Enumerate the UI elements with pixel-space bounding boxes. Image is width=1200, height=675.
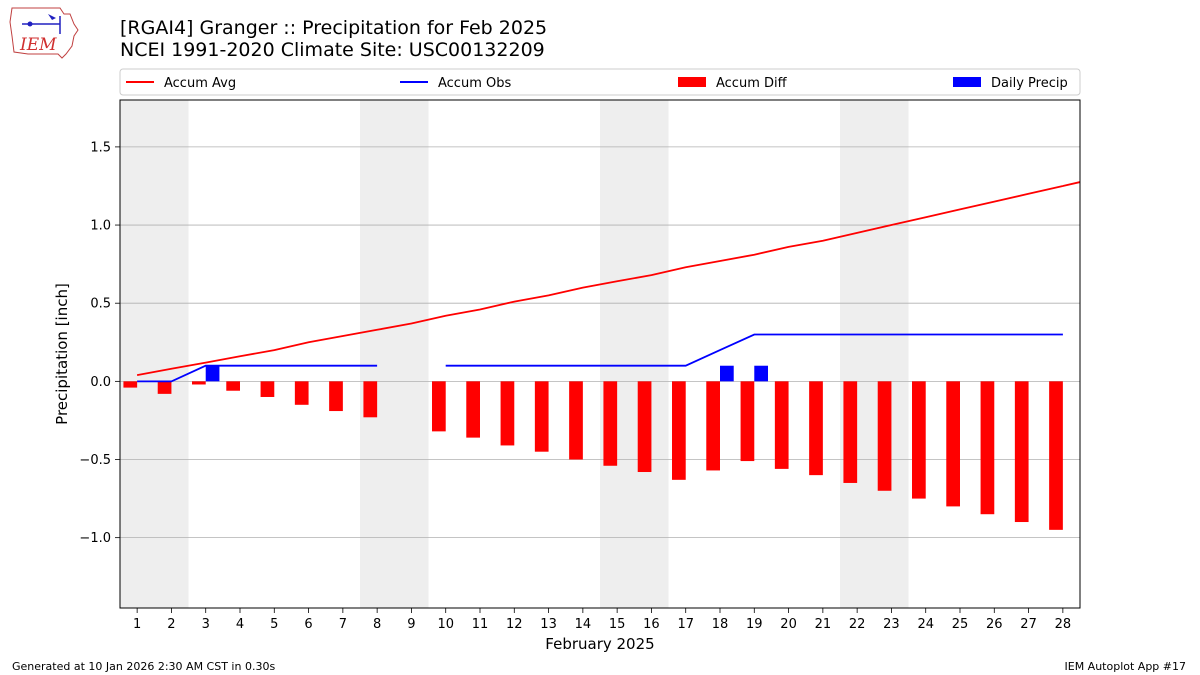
legend-label-4: Daily Precip [991, 76, 1068, 91]
legend: Accum Avg Accum Obs Accum Diff Daily Precip [119, 68, 1081, 96]
x-tick-label: 11 [472, 617, 489, 632]
logo-text: IEM [19, 35, 57, 55]
accum-diff-bar-26 [980, 381, 995, 515]
x-tick-label: 24 [917, 617, 934, 632]
accum-diff-bar-16 [637, 381, 652, 473]
accum-diff-bar-2 [157, 381, 172, 394]
x-tick-label: 3 [202, 617, 210, 632]
accum-diff-bar-25 [946, 381, 960, 507]
accum-obs-line-segment-1 [137, 364, 378, 383]
x-tick-label: 25 [952, 617, 969, 632]
x-tick-label: 8 [373, 617, 381, 632]
legend-label-1: Accum Avg [164, 76, 236, 91]
weekend-shade-1 [120, 100, 189, 608]
y-tick-label: 1.5 [90, 140, 111, 155]
accum-diff-bar-5 [260, 381, 275, 397]
x-tick-label: 18 [712, 617, 729, 632]
x-tick-label: 28 [1055, 617, 1072, 632]
y-axis-label: Precipitation [inch] [53, 283, 71, 425]
x-tick-label: 13 [540, 617, 557, 632]
accum-avg-line-extension [1062, 181, 1081, 187]
accum-diff-bar-28 [1049, 381, 1063, 530]
x-tick-label: 4 [236, 617, 244, 632]
accum-diff-bar-18 [706, 381, 720, 471]
daily-precip-bar-3 [205, 365, 220, 382]
accum-diff-bar-8 [363, 381, 378, 418]
accum-diff-bar-21 [809, 381, 823, 476]
y-tick-label: −1.0 [79, 531, 111, 546]
legend-swatch-3 [678, 77, 706, 87]
x-tick-label: 16 [643, 617, 660, 632]
accum-diff-bar-17 [672, 381, 686, 480]
accum-diff-bar-12 [500, 381, 515, 446]
accum-obs-line-segment-2 [445, 333, 1063, 367]
legend-label-3: Accum Diff [716, 76, 788, 91]
accum-diff-bar-20 [774, 381, 789, 469]
accum-diff-bar-15 [603, 381, 618, 466]
x-tick-label: 27 [1020, 617, 1037, 632]
accum-diff-bar-24 [912, 381, 926, 499]
y-tick-label: 0.5 [90, 297, 111, 312]
accum-diff-bar-10 [432, 381, 446, 432]
x-tick-label: 17 [677, 617, 694, 632]
footer-generated: Generated at 10 Jan 2026 2:30 AM CST in … [12, 660, 276, 673]
accum-diff-bar-1 [123, 381, 138, 388]
x-tick-label: 10 [437, 617, 454, 632]
daily-precip-bar-18 [720, 365, 734, 382]
accum-avg-line-segment-1 [136, 185, 1064, 376]
x-tick-label: 15 [609, 617, 626, 632]
accum-diff-bar-3 [192, 381, 206, 385]
y-tick-label: 1.0 [90, 219, 111, 234]
x-tick-label: 5 [270, 617, 278, 632]
x-tick-label: 1 [133, 617, 141, 632]
accum-diff-bar-7 [329, 381, 343, 412]
x-tick-label: 21 [815, 617, 832, 632]
x-tick-label: 23 [883, 617, 900, 632]
weekend-shade-3 [600, 100, 669, 608]
legend-label-2: Accum Obs [438, 76, 511, 91]
footer-app: IEM Autoplot App #17 [1064, 660, 1187, 673]
legend-box [119, 68, 1081, 96]
weekend-shade-4 [840, 100, 909, 608]
title-line-1: [RGAI4] Granger :: Precipitation for Feb… [120, 17, 548, 39]
accum-diff-bar-27 [1014, 381, 1029, 523]
iem-logo: IEM [9, 7, 79, 59]
x-tick-label: 2 [167, 617, 175, 632]
accum-diff-bar-22 [843, 381, 858, 483]
chart-title: [RGAI4] Granger :: Precipitation for Feb… [120, 17, 547, 61]
plot-frame [119, 99, 1081, 609]
legend-swatch-4 [953, 77, 981, 87]
x-tick-label: 14 [575, 617, 592, 632]
accum-diff-bar-6 [294, 381, 309, 405]
accum-diff-bar-4 [226, 381, 240, 391]
accum-diff-bar-23 [877, 381, 892, 491]
accum-diff-bar-13 [534, 381, 549, 452]
x-tick-label: 12 [506, 617, 523, 632]
x-tick-label: 9 [407, 617, 415, 632]
x-tick-label: 22 [849, 617, 866, 632]
accum-diff-bar-14 [569, 381, 583, 460]
y-tick-label: 0.0 [90, 375, 111, 390]
daily-precip-bar-19 [754, 365, 768, 382]
x-tick-label: 20 [780, 617, 797, 632]
accum-diff-bar-11 [466, 381, 480, 438]
weekend-shade-2 [360, 100, 429, 608]
y-tick-label: −0.5 [79, 453, 111, 468]
x-axis-label: February 2025 [545, 635, 654, 653]
accum-diff-bar-19 [740, 381, 755, 462]
x-tick-label: 6 [304, 617, 312, 632]
x-tick-label: 7 [339, 617, 347, 632]
x-tick-label: 26 [986, 617, 1003, 632]
x-tick-label: 19 [746, 617, 763, 632]
title-line-2: NCEI 1991-2020 Climate Site: USC00132209 [120, 39, 545, 61]
